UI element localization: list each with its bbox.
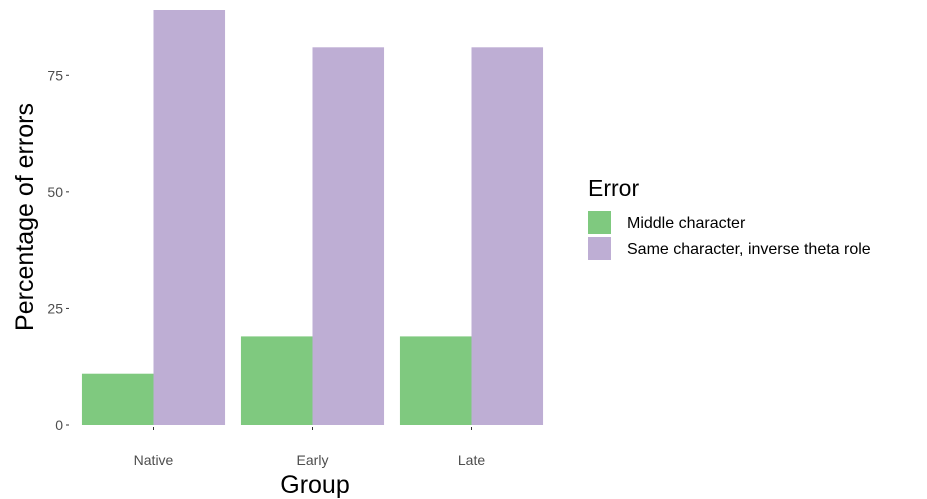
x-axis: Native Early Late xyxy=(134,427,485,468)
legend-label-same-character: Same character, inverse theta role xyxy=(627,241,871,258)
y-tick-label: 50 xyxy=(47,184,63,200)
x-axis-title: Group xyxy=(280,471,349,499)
y-axis-title: Percentage of errors xyxy=(11,103,39,331)
bar-native-series-1 xyxy=(153,10,226,425)
bar-native-series-0 xyxy=(81,373,154,425)
bar-early-series-1 xyxy=(312,47,385,425)
bars xyxy=(81,10,544,425)
x-tick-label: Early xyxy=(297,452,329,468)
legend: Error Middle character Same character, i… xyxy=(588,175,871,260)
bar-late-series-1 xyxy=(471,47,544,425)
x-tick-label: Native xyxy=(134,452,174,468)
legend-swatch-same-character xyxy=(588,237,611,260)
legend-label-middle-character: Middle character xyxy=(627,215,746,232)
y-tick-label: 25 xyxy=(47,300,63,316)
x-tick-label: Late xyxy=(458,452,485,468)
bar-early-series-0 xyxy=(240,336,313,425)
bar-late-series-0 xyxy=(399,336,472,425)
y-axis: 0 25 50 75 xyxy=(47,67,69,433)
y-tick-label: 75 xyxy=(47,67,63,83)
legend-swatch-middle-character xyxy=(588,211,611,234)
y-tick-label: 0 xyxy=(55,417,63,433)
legend-title: Error xyxy=(588,175,639,201)
